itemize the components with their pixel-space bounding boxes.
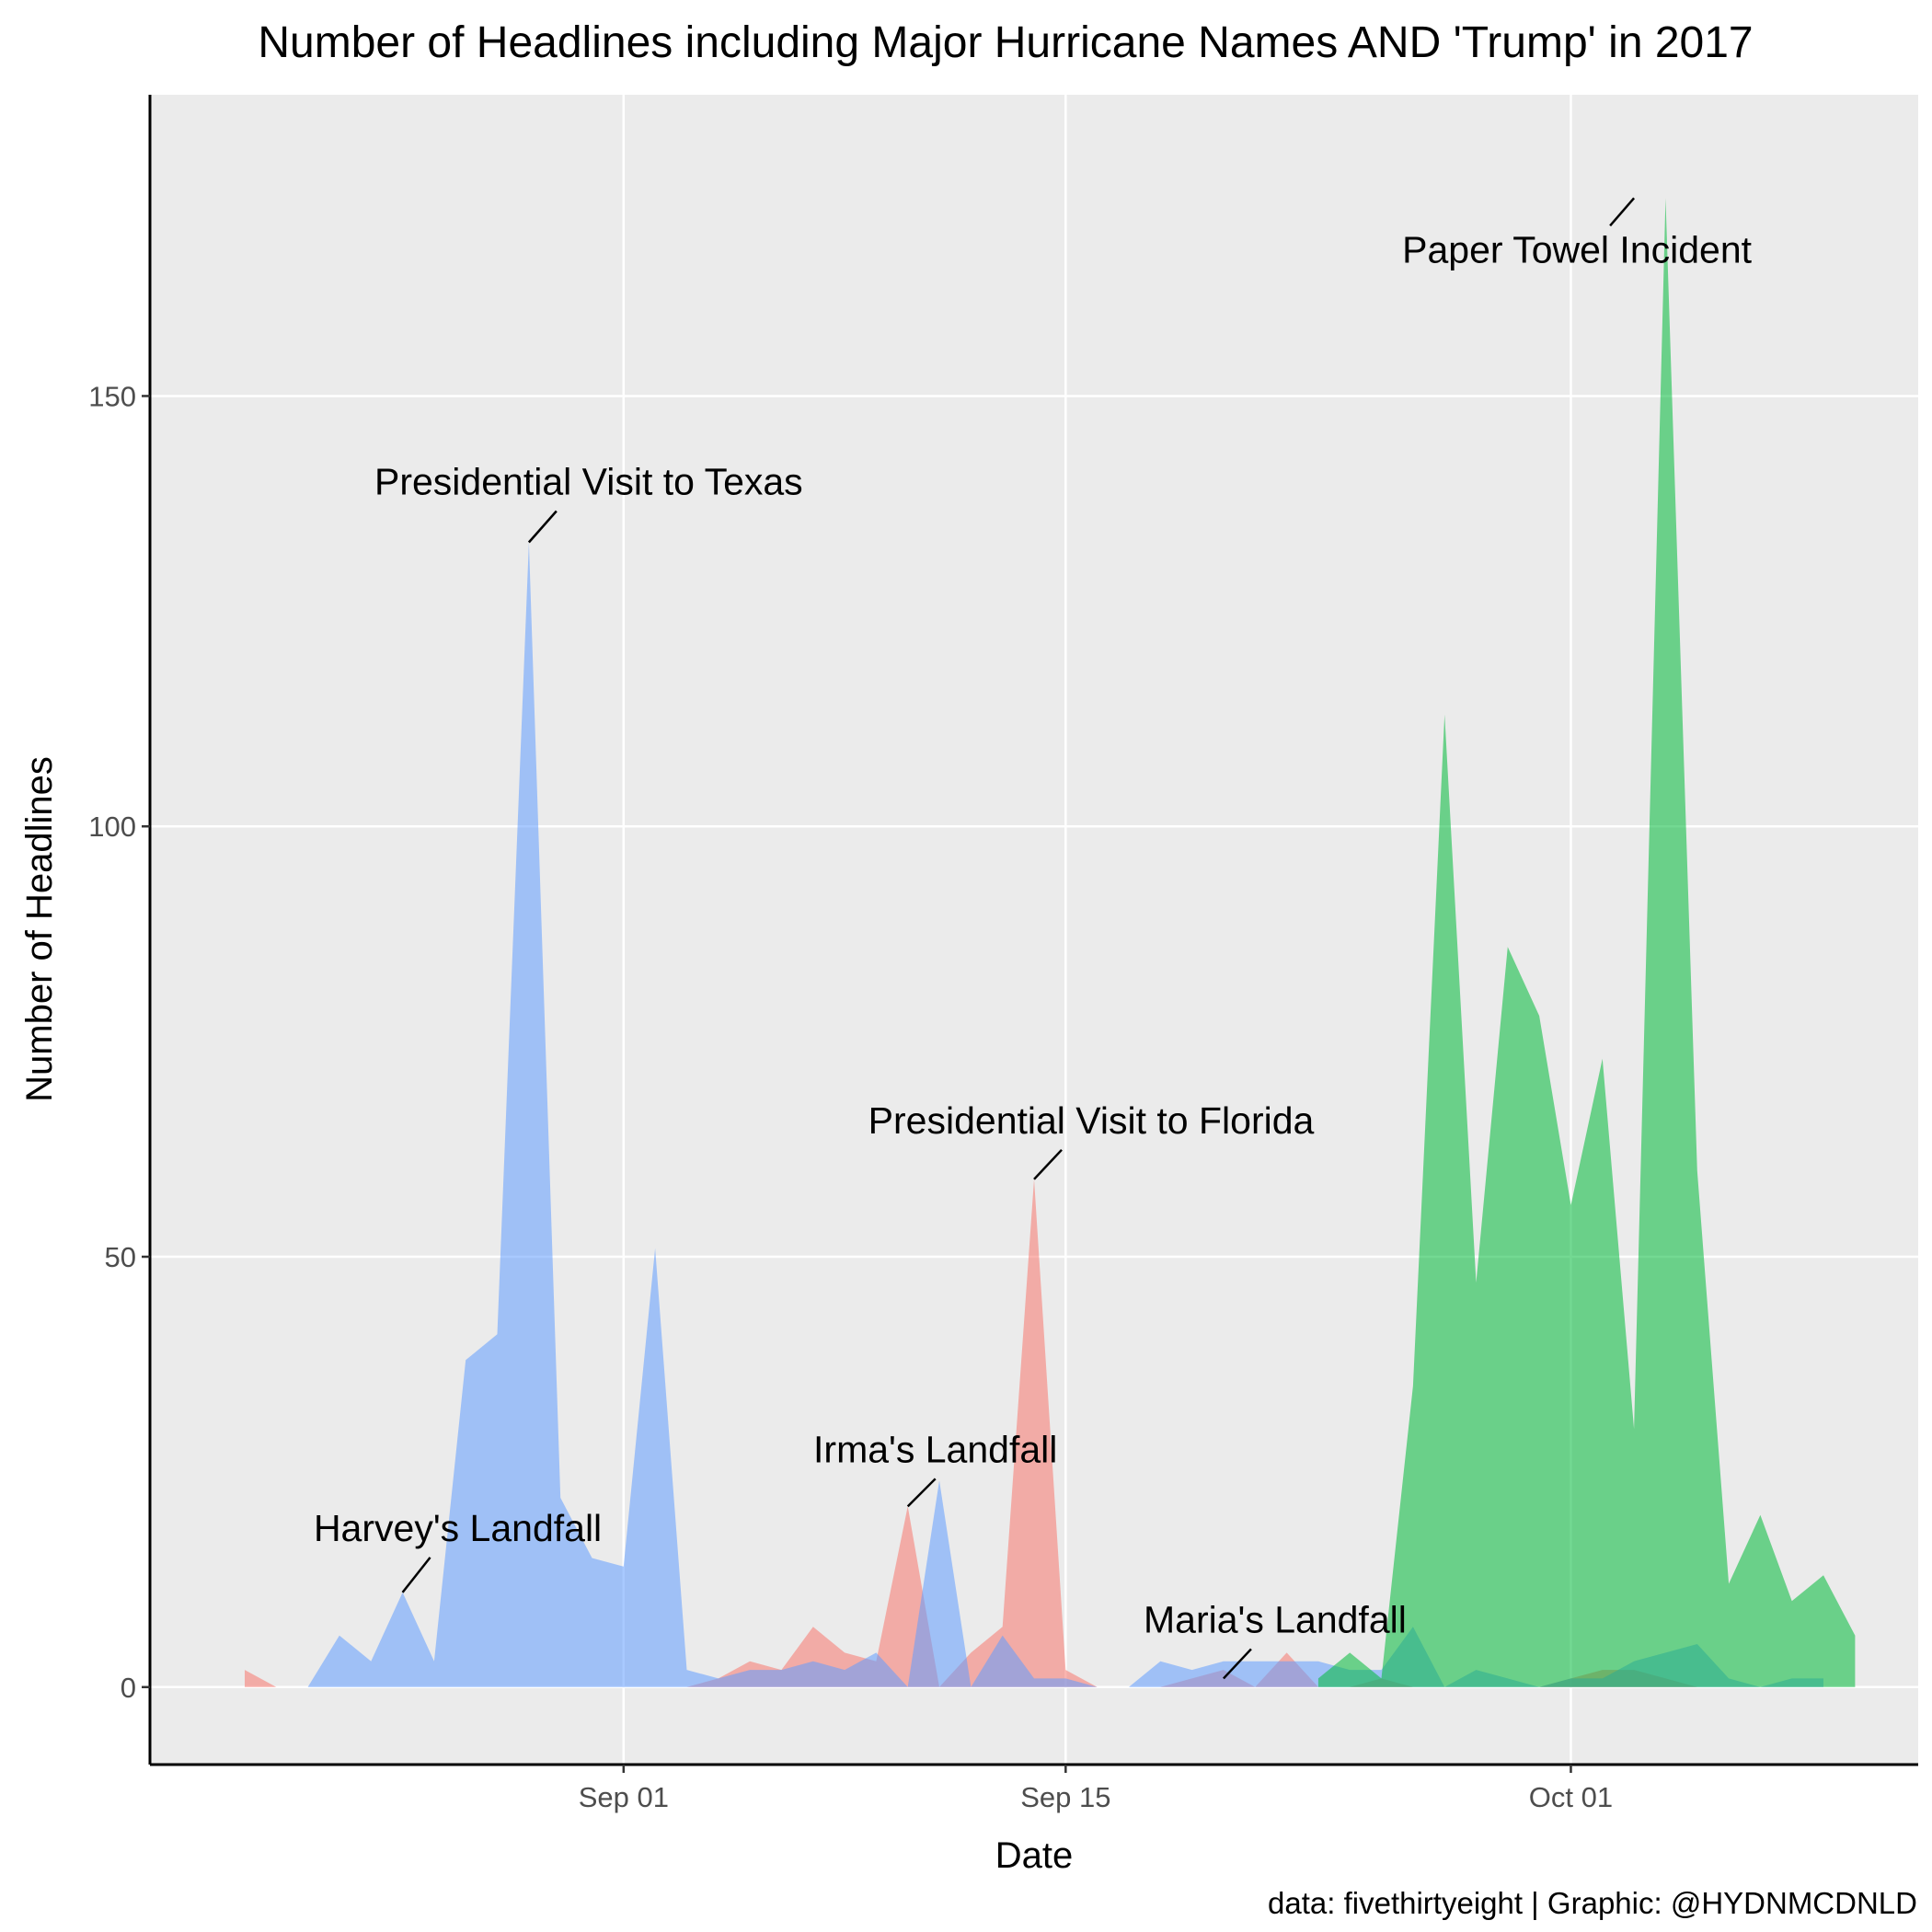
annotation-label: Maria's Landfall: [1144, 1598, 1407, 1640]
x-tick-label: Sep 01: [579, 1781, 669, 1813]
annotation-label: Irma's Landfall: [813, 1428, 1057, 1470]
annotation-label: Presidential Visit to Florida: [868, 1099, 1315, 1142]
area-harvey: [307, 542, 1824, 1687]
annotation-leader: [1609, 197, 1636, 227]
annotations: Harvey's Landfall Presidential Visit to T…: [314, 197, 1753, 1680]
annotation-leader: [906, 1478, 937, 1508]
series-areas: [245, 198, 1856, 1687]
chart-title: Number of Headlines including Major Hurr…: [258, 18, 1753, 67]
y-tick-label: 50: [105, 1241, 136, 1273]
annotation-label: Harvey's Landfall: [314, 1507, 602, 1549]
annotation-leader: [527, 510, 558, 544]
axis-ticks: 0 50 100 150 Sep 01 Sep 15 Oct 01: [88, 380, 1613, 1813]
annotation-leader: [401, 1557, 431, 1593]
x-tick-label: Sep 15: [1020, 1781, 1110, 1813]
y-tick-label: 150: [88, 380, 136, 412]
annotation-leader: [1223, 1648, 1252, 1680]
annotation-label: Paper Towel Incident: [1402, 228, 1752, 270]
caption: data: fivethirtyeight | Graphic: @HYDNMC…: [1268, 1886, 1917, 1920]
y-tick-label: 0: [121, 1672, 136, 1704]
x-axis-title: Date: [995, 1835, 1074, 1876]
area-maria: [1317, 198, 1856, 1687]
x-tick-label: Oct 01: [1529, 1781, 1613, 1813]
annotation-label: Presidential Visit to Texas: [374, 460, 803, 502]
y-tick-label: 100: [88, 811, 136, 843]
area-irma: [245, 1179, 1823, 1687]
y-axis-title: Number of Headlines: [19, 756, 60, 1102]
annotation-leader: [1033, 1148, 1063, 1180]
